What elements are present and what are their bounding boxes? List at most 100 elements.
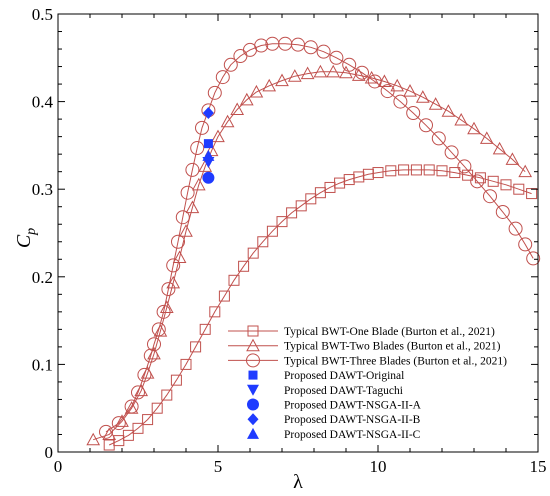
- data-point: [202, 171, 215, 184]
- data-point: [467, 121, 481, 135]
- x-tick-label: 0: [54, 457, 63, 476]
- data-point: [209, 306, 221, 318]
- data-point: [316, 44, 331, 59]
- data-point: [326, 64, 341, 78]
- data-point: [276, 216, 288, 228]
- y-axis-title: Cp: [13, 228, 39, 248]
- data-point: [454, 112, 469, 126]
- data-point: [142, 414, 154, 426]
- y-axis-title-main: C: [13, 234, 35, 248]
- data-point: [199, 323, 211, 335]
- y-tick-label: 0.2: [32, 268, 53, 287]
- data-point: [249, 84, 264, 98]
- data-point: [339, 65, 353, 79]
- legend-label: Proposed DAWT-Original: [284, 370, 404, 382]
- data-point: [172, 250, 187, 264]
- data-point: [223, 57, 238, 72]
- data-point: [449, 167, 461, 179]
- data-point: [266, 225, 278, 237]
- data-point: [238, 260, 250, 272]
- data-point: [159, 300, 174, 313]
- y-axis-title-subscript: p: [24, 228, 39, 236]
- legend-marker: [247, 384, 259, 396]
- data-point: [131, 385, 145, 400]
- data-point: [436, 165, 448, 177]
- legend-marker: [248, 370, 258, 380]
- legend: Typical BWT-One Blade (Burton et al., 20…: [228, 325, 507, 441]
- series-1: [103, 164, 538, 451]
- data-point: [203, 139, 213, 149]
- data-point: [403, 84, 417, 97]
- data-point: [190, 341, 202, 353]
- data-point: [313, 64, 328, 78]
- data-point: [398, 164, 410, 176]
- data-point: [479, 131, 494, 144]
- data-point: [390, 78, 405, 92]
- data-point: [230, 102, 245, 115]
- data-point: [147, 337, 161, 352]
- data-point: [99, 424, 113, 439]
- data-point: [180, 358, 192, 370]
- data-point: [124, 399, 139, 414]
- legend-item: Typical BWT-One Blade (Burton et al., 20…: [228, 325, 495, 338]
- data-point: [111, 416, 126, 431]
- data-point: [156, 304, 171, 319]
- data-point: [262, 78, 277, 92]
- data-point: [171, 234, 185, 249]
- data-point: [423, 164, 435, 176]
- data-point: [441, 104, 456, 117]
- data-point: [287, 69, 302, 82]
- data-point: [202, 149, 215, 161]
- plot-area: [86, 36, 541, 451]
- data-point: [247, 247, 259, 259]
- legend-label: Proposed DAWT-NSGA-II-B: [284, 414, 421, 426]
- data-point: [137, 367, 152, 382]
- legend-label: Typical BWT-Three Blades (Burton et al.,…: [284, 355, 507, 367]
- plot-frame: [57, 13, 539, 453]
- data-point: [431, 131, 446, 146]
- data-point: [355, 65, 369, 80]
- legend-marker: [247, 427, 259, 439]
- data-point: [132, 422, 144, 434]
- series-8: [202, 149, 215, 161]
- data-point: [393, 94, 408, 109]
- data-point: [526, 188, 538, 200]
- data-point: [380, 84, 395, 99]
- data-point: [143, 348, 158, 363]
- series-6: [202, 171, 215, 184]
- data-point: [185, 162, 200, 177]
- data-point: [470, 174, 485, 189]
- data-point: [195, 120, 209, 135]
- data-point: [444, 145, 459, 160]
- data-point: [483, 189, 497, 204]
- series-7: [202, 106, 214, 119]
- data-point: [191, 177, 206, 191]
- legend-marker: [246, 338, 260, 352]
- data-point: [86, 432, 101, 446]
- data-point: [202, 106, 214, 119]
- data-point: [518, 164, 533, 178]
- data-point: [170, 374, 182, 386]
- y-tick-label: 0.4: [32, 93, 54, 112]
- data-point: [204, 143, 219, 157]
- data-point: [385, 165, 397, 177]
- data-point: [305, 193, 317, 205]
- data-point: [428, 97, 443, 110]
- data-point: [500, 179, 512, 191]
- data-point: [410, 164, 422, 176]
- data-point: [303, 40, 318, 55]
- data-point: [372, 167, 384, 179]
- data-point: [185, 200, 200, 214]
- y-tick-label: 0: [45, 443, 54, 462]
- data-point: [367, 74, 382, 89]
- x-tick-label: 10: [370, 457, 387, 476]
- data-point: [518, 237, 533, 252]
- legend-marker: [247, 325, 259, 337]
- legend-marker: [246, 353, 260, 368]
- series-4: [203, 139, 213, 149]
- data-point: [487, 175, 499, 187]
- x-tick-label: 15: [530, 457, 547, 476]
- data-point: [492, 141, 507, 155]
- data-point: [295, 200, 307, 212]
- data-point: [175, 210, 190, 225]
